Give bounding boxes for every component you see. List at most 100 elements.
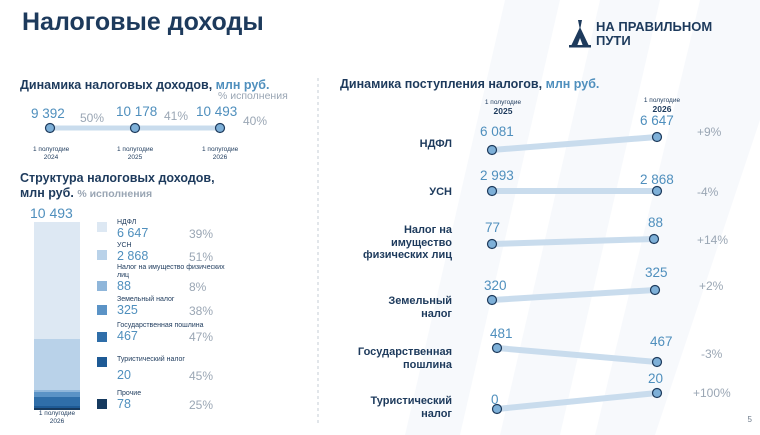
receipt-dot (648, 233, 660, 245)
legend-value: 2 868 (117, 249, 149, 263)
receipt-change-state-duty: -3% (701, 347, 723, 361)
axis-period: 1 полугодие (117, 146, 154, 153)
receipt-change-ndfl: +9% (697, 125, 722, 139)
axis-year: 2025 (127, 153, 143, 161)
bar-segment (34, 397, 80, 406)
receipt-label-ndfl: НДФЛ (419, 138, 452, 150)
structure-unit: млн руб. (20, 186, 74, 200)
legend-name: УСН (117, 242, 132, 249)
legend-pct: 45% (189, 369, 214, 383)
legend-pct: 25% (189, 398, 214, 412)
receipt-dot (651, 387, 663, 399)
receipt-change-land-tax: +2% (699, 279, 724, 293)
dynamics-unit: млн руб. (215, 78, 270, 92)
dynamics-dot-2024 (44, 122, 56, 134)
bar-period: 1 полугодие (38, 410, 76, 417)
receipt-connector (489, 134, 660, 153)
legend-pct: 51% (189, 250, 214, 264)
receipt-2026-state-duty: 467 (650, 334, 673, 349)
dynamics-pct-2025: 41% (164, 109, 189, 123)
axis-year: 2024 (43, 153, 59, 161)
receipt-2025-tourist-tax: 0 (491, 392, 499, 407)
bar-segment (34, 222, 80, 340)
receipt-dot (491, 403, 503, 415)
receipt-dot (486, 238, 498, 250)
logo: НА ПРАВИЛЬНОМ ПУТИ (566, 18, 746, 54)
legend-pct: 47% (189, 330, 214, 344)
receipt-2025-property-tax: 77 (485, 220, 501, 235)
legend-swatch (97, 222, 107, 232)
legend-value: 6 647 (117, 226, 149, 240)
col-year: 2025 (493, 105, 513, 116)
legend-swatch (97, 332, 107, 342)
structure-total: 10 493 (30, 205, 73, 221)
legend-name: НДФЛ (117, 219, 137, 226)
receipt-2025-land-tax: 320 (484, 278, 507, 293)
logo-mark-icon (569, 20, 591, 48)
col-period: 1 полугодие (484, 99, 522, 106)
legend-swatch (97, 399, 107, 409)
dynamics-pct-2026: 40% (243, 114, 268, 128)
dynamics-value-2025: 10 178 (116, 104, 158, 119)
page-number: 5 (747, 415, 752, 424)
dynamics-title: Динамика налоговых доходов, млн руб. (20, 78, 270, 92)
receipt-label-land-tax: Земельный налог (388, 295, 452, 320)
receipt-dot (486, 185, 498, 197)
legend-swatch (97, 281, 107, 291)
bar-segment (34, 405, 80, 408)
legend-pct: 39% (189, 227, 214, 241)
page-title: Налоговые доходы (22, 8, 264, 36)
axis-period: 1 полугодие (202, 146, 239, 153)
legend-pct: 38% (189, 304, 214, 318)
receipt-connector (489, 287, 658, 303)
receipt-2026-ndfl: 6 647 (640, 113, 674, 128)
receipt-dot (486, 294, 498, 306)
receipt-dot (651, 185, 663, 197)
receipt-label-state-duty: Государственная пошлина (357, 346, 452, 371)
structure-pct-header: % исполнения (77, 188, 153, 200)
receipt-dot (486, 144, 498, 156)
dynamics-axis-2024: 1 полугодие 2024 (33, 146, 69, 161)
dynamics-dot-2026 (214, 122, 226, 134)
legend-name: Государственная пошлина (117, 322, 204, 329)
dynamics-axis-2026: 1 полугодие 2026 (202, 146, 238, 161)
legend-value: 325 (117, 303, 138, 317)
bar-segment (34, 339, 80, 390)
legend-pct: 8% (189, 280, 207, 294)
receipt-dot (491, 342, 503, 354)
receipts-unit: млн руб. (545, 77, 600, 91)
receipt-2026-usn: 2 868 (640, 172, 674, 187)
legend-value: 20 (117, 368, 131, 382)
logo-line-2: ПУТИ (596, 33, 631, 48)
receipt-2025-state-duty: 481 (490, 326, 513, 341)
receipt-dot (651, 131, 663, 143)
receipt-2026-land-tax: 325 (645, 265, 668, 280)
legend-value: 88 (117, 279, 131, 293)
receipt-connector (494, 390, 660, 412)
receipt-2025-usn: 2 993 (480, 168, 514, 183)
dynamics-dot-2025 (129, 122, 141, 134)
legend-name: Налог на имущество физических лиц (117, 264, 225, 279)
col-year: 2026 (652, 103, 672, 114)
receipt-2026-tourist-tax: 20 (648, 371, 664, 386)
receipt-change-usn: -4% (697, 185, 719, 199)
receipt-dot (651, 356, 663, 368)
receipts-col-2025: 1 полугодие 2025 (478, 99, 528, 116)
background-stripes (405, 0, 760, 435)
receipts-title: Динамика поступления налогов, млн руб. (340, 77, 599, 91)
receipts-col-2026: 1 полугодие 2026 (637, 97, 687, 114)
bar-segment (34, 407, 80, 410)
receipt-dot (649, 284, 661, 296)
dynamics-pct-header: % исполнения (218, 90, 288, 102)
dynamics-value-2026: 10 493 (196, 104, 238, 119)
bar-segment (34, 389, 80, 392)
legend-name: Земельный налог (117, 296, 175, 303)
receipt-2026-property-tax: 88 (648, 215, 664, 230)
logo-line-1: НА ПРАВИЛЬНОМ (596, 19, 713, 34)
axis-year: 2026 (212, 153, 228, 161)
receipt-connector (494, 345, 660, 365)
dynamics-title-text: Динамика налоговых доходов, (20, 78, 213, 92)
receipt-2025-ndfl: 6 081 (480, 124, 514, 139)
col-period: 1 полугодие (643, 97, 681, 104)
